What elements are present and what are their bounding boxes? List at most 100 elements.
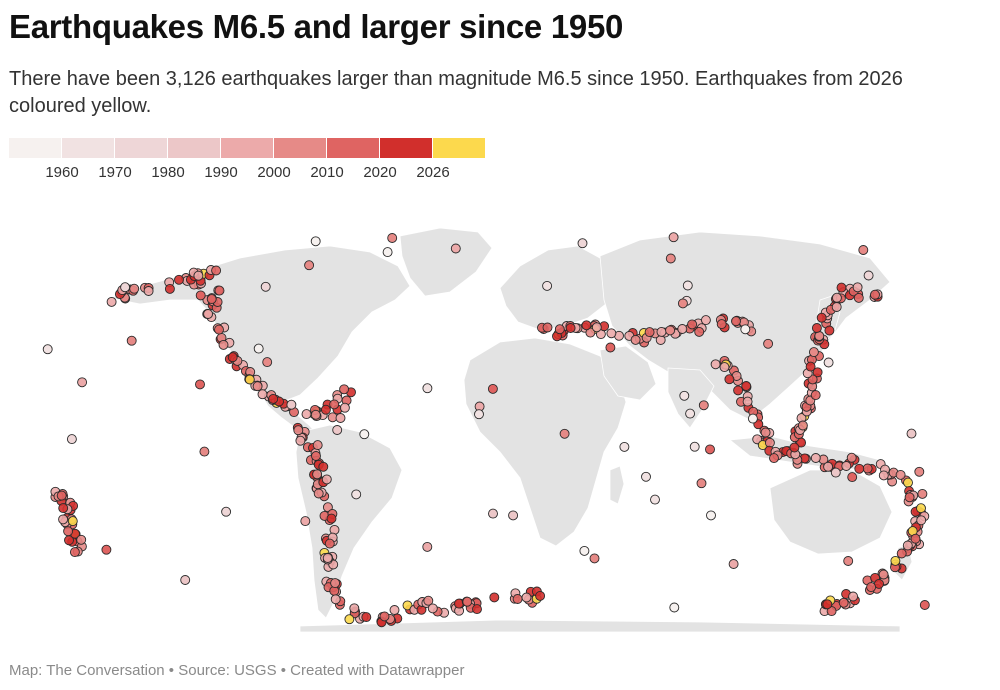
earthquake-marker	[349, 603, 360, 614]
land-india	[667, 367, 715, 429]
legend-swatch	[433, 138, 485, 158]
earthquake-marker	[812, 367, 823, 378]
legend-label-2026: 2026	[416, 164, 450, 181]
earthquake-marker	[641, 471, 651, 482]
earthquake-marker	[870, 289, 880, 300]
earthquake-marker	[474, 409, 484, 420]
earthquake-marker	[214, 285, 225, 296]
earthquake-marker	[554, 324, 565, 335]
earthquake-marker	[101, 544, 112, 555]
earthquake-marker	[63, 526, 74, 537]
earthquake-marker	[848, 591, 859, 602]
earthquake-marker	[903, 477, 913, 488]
earthquake-marker	[260, 281, 271, 292]
earthquake-marker	[66, 434, 77, 445]
chart-subtitle: There have been 3,126 earthquakes larger…	[9, 68, 903, 117]
earthquake-marker	[521, 592, 532, 603]
earthquake-marker	[852, 282, 863, 293]
earthquake-marker	[810, 390, 821, 401]
earthquake-marker	[740, 324, 751, 335]
earthquake-marker	[310, 409, 321, 420]
earthquake-marker	[42, 344, 53, 355]
earthquake-marker	[797, 420, 808, 431]
earthquake-marker	[710, 359, 721, 370]
earthquake-marker	[423, 595, 434, 606]
earthquake-marker	[335, 413, 346, 423]
earthquake-marker	[174, 274, 184, 285]
source-footer: Map: The Conversation • Source: USGS • C…	[9, 662, 465, 679]
earthquake-marker	[206, 294, 217, 305]
earthquake-marker	[329, 399, 340, 410]
legend-labels: 1960 1970 1980 1990 2000 2010 2020 2026	[9, 158, 499, 182]
earthquake-marker	[789, 442, 800, 453]
earthquake-marker	[719, 362, 730, 373]
legend-swatch	[115, 138, 167, 158]
earthquake-marker	[268, 393, 279, 404]
earthquake-marker	[878, 569, 889, 580]
earthquake-marker	[313, 488, 324, 499]
earthquake-marker	[565, 323, 576, 333]
earthquake-marker	[916, 503, 926, 514]
earthquake-marker	[77, 377, 88, 388]
earthquake-marker	[359, 429, 370, 440]
land-arabia	[599, 345, 657, 401]
earthquake-marker	[312, 440, 323, 451]
earthquake-marker	[741, 381, 752, 391]
earthquake-marker	[831, 292, 842, 303]
earthquake-marker	[344, 614, 355, 625]
earthquake-marker	[687, 319, 698, 330]
earthquake-marker	[731, 316, 741, 327]
earthquake-marker	[665, 253, 676, 264]
earthquake-marker	[535, 590, 546, 601]
earthquake-marker	[351, 489, 362, 500]
earthquake-marker	[214, 324, 224, 335]
earthquake-marker	[577, 238, 588, 249]
earthquake-marker	[644, 327, 655, 338]
earthquake-marker	[322, 553, 333, 563]
earthquake-marker	[295, 435, 306, 446]
earthquake-markers	[42, 232, 930, 628]
land-europe	[499, 245, 613, 331]
chart-title: Earthquakes M6.5 and larger since 1950	[9, 8, 624, 45]
earthquake-marker	[841, 461, 852, 471]
earthquake-marker	[810, 453, 821, 463]
earthquake-marker	[579, 545, 590, 556]
earthquake-marker	[705, 444, 715, 455]
earthquake-marker	[69, 547, 80, 558]
land-africa	[463, 337, 627, 547]
earthquake-marker	[656, 326, 667, 337]
legend-label-2000: 2000	[257, 164, 291, 181]
earthquake-marker	[312, 469, 323, 480]
earthquake-marker	[318, 461, 329, 472]
earthquake-marker	[195, 290, 206, 301]
earthquake-marker	[728, 559, 739, 569]
earthquake-marker	[379, 611, 390, 622]
earthquake-marker	[180, 575, 191, 585]
earthquake-marker	[846, 452, 857, 463]
earthquake-marker	[218, 339, 229, 350]
earthquake-marker	[389, 605, 400, 615]
earthquake-marker	[322, 502, 333, 513]
earthquake-marker	[824, 325, 835, 336]
earthquake-marker	[724, 374, 735, 385]
earthquake-marker	[311, 451, 321, 461]
earthquake-marker	[120, 282, 131, 293]
legend-swatch	[221, 138, 273, 158]
earthquake-marker	[866, 582, 877, 593]
earthquake-marker	[253, 343, 264, 354]
earthquake-marker	[56, 490, 67, 501]
earthquake-marker	[742, 396, 753, 407]
earthquake-marker	[904, 492, 915, 503]
earthquake-marker	[330, 594, 341, 605]
earthquake-marker	[310, 236, 321, 247]
earthquake-marker	[164, 283, 175, 294]
earthquake-marker	[679, 390, 690, 401]
earthquake-marker	[472, 604, 482, 615]
earthquake-marker	[321, 474, 332, 485]
earthquake-marker	[808, 347, 819, 358]
earthquake-marker	[694, 326, 705, 337]
earthquake-marker	[823, 461, 834, 472]
earthquake-marker	[581, 320, 592, 331]
legend-label-2020: 2020	[363, 164, 397, 181]
earthquake-marker	[106, 296, 117, 307]
